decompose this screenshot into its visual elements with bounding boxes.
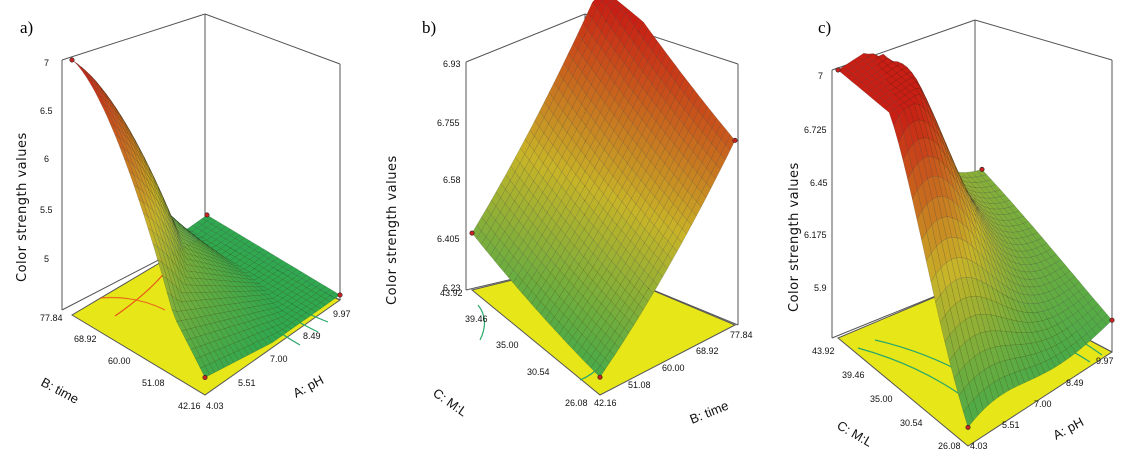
design-point-marker: [836, 68, 840, 72]
panel-c-letter: c): [818, 18, 831, 37]
panel-a-x-tick: 4.03: [206, 401, 224, 411]
panel-b-x-tick: 51.08: [628, 380, 651, 390]
design-point-marker: [966, 425, 970, 429]
panel-c-z-tick: 6.45: [810, 178, 828, 188]
panel-b-x-label: B: time: [688, 398, 731, 427]
panel-c-y-tick: 26.08: [938, 441, 961, 450]
panel-a-letter: a): [20, 18, 33, 37]
panel-b-z-ticks: 6.93 6.755 6.58 6.405 6.23: [437, 59, 461, 293]
panel-a-y-tick: 51.08: [142, 378, 165, 388]
panel-c-x-label: A: pH: [1050, 414, 1086, 443]
design-point-marker: [980, 167, 984, 171]
panel-b-y-tick: 26.08: [565, 398, 588, 408]
panel-c-z-label: Color strength values: [787, 162, 802, 312]
panel-b-x-tick: 42.16: [594, 398, 617, 408]
design-point-marker: [70, 58, 74, 62]
design-point-marker: [1110, 318, 1114, 322]
panel-b-letter: b): [422, 18, 436, 37]
panel-c-z-tick: 6.725: [804, 125, 827, 135]
panel-b-z-tick: 6.58: [443, 175, 461, 185]
panel-c-x-tick: 4.03: [970, 441, 988, 450]
panel-c-y-tick: 39.46: [842, 370, 865, 380]
panel-a-z-tick: 6: [44, 154, 49, 164]
panel-a-y-label: B: time: [39, 374, 82, 406]
panel-b-x-tick: 77.84: [730, 330, 753, 340]
panel-c-y-tick: 43.92: [812, 346, 835, 356]
panel-a-x-label: A: pH: [290, 372, 326, 401]
panel-a-z-label: Color strength values: [15, 132, 30, 282]
design-point-marker: [205, 213, 209, 217]
panel-c-z-tick: 5.9: [814, 283, 827, 293]
panel-a-z-ticks: 7 6.5 6 5.5 5: [40, 58, 53, 264]
panel-c-x-tick: 5.51: [1002, 420, 1020, 430]
panel-b-x-tick: 68.92: [696, 346, 719, 356]
design-point-marker: [598, 375, 602, 379]
panel-b-x-tick: 60.00: [662, 363, 685, 373]
surface-facet: [77, 64, 87, 73]
panel-a-z-tick: 7: [44, 58, 49, 68]
panel-c-z-ticks: 7 6.725 6.45 6.175 5.9: [804, 71, 828, 293]
panel-a-y-tick: 60.00: [108, 356, 131, 366]
panel-a-y-tick: 77.84: [40, 313, 63, 323]
design-point-marker: [203, 375, 207, 379]
panel-a-z-tick: 5.5: [40, 205, 53, 215]
panel-c-x-tick: 9.97: [1096, 356, 1114, 366]
panel-a-x-tick: 7.00: [270, 354, 288, 364]
panel-a-x-tick: 5.51: [238, 378, 256, 388]
panel-c-y-tick: 30.54: [900, 418, 923, 428]
panel-b: b) 6.93 6.755 6.58 6.405 6.23 Color stre…: [385, 0, 753, 427]
panel-c: c) 7 6.725 6.45 6.175 5.9 Color strength…: [787, 18, 1114, 450]
panel-c-y-tick: 35.00: [870, 394, 893, 404]
panel-c-z-tick: 6.175: [804, 230, 827, 240]
panel-c-z-tick: 7: [818, 71, 823, 81]
design-point-marker: [733, 138, 737, 142]
panel-b-z-tick: 6.405: [437, 234, 460, 244]
panel-a: a) 7 6.5 6 5.5 5 Color strength values 7…: [15, 14, 351, 411]
panel-a-y-tick: 68.92: [74, 334, 97, 344]
panel-c-x-tick: 8.49: [1066, 378, 1084, 388]
panel-a-z-tick: 5: [44, 254, 49, 264]
panel-c-y-label: C: M:L: [835, 418, 876, 450]
panel-b-z-label: Color strength values: [385, 155, 400, 305]
panel-b-y-tick: 39.46: [465, 314, 488, 324]
design-point-marker: [470, 231, 474, 235]
panel-a-x-tick: 8.49: [303, 331, 321, 341]
panel-c-x-tick: 7.00: [1034, 399, 1052, 409]
panel-b-y-tick: 30.54: [527, 367, 550, 377]
panel-a-y-tick: 42.16: [178, 401, 201, 411]
design-point-marker: [338, 293, 342, 297]
panel-a-z-tick: 6.5: [40, 106, 53, 116]
panel-b-y-tick: 43.92: [440, 288, 463, 298]
panel-a-x-tick: 9.97: [333, 309, 351, 319]
panel-b-z-tick: 6.93: [443, 59, 461, 69]
panel-b-y-label: C: M:L: [430, 385, 470, 419]
panel-b-y-tick: 35.00: [496, 340, 519, 350]
panel-b-z-tick: 6.755: [437, 118, 460, 128]
